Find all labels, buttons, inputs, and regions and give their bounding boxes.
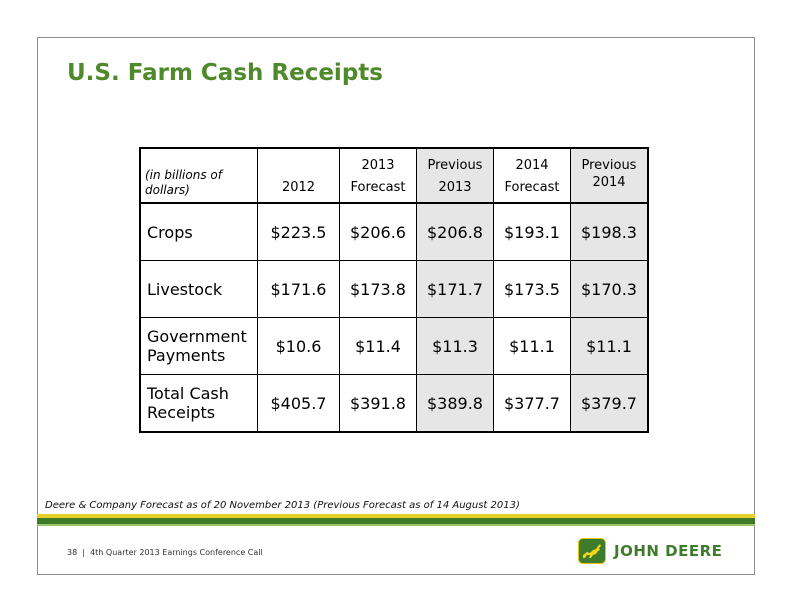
john-deere-logo: JOHN DEERE: [578, 537, 722, 565]
cell-2012: $171.6: [257, 260, 340, 318]
cash-receipts-table: (in billions of dollars) 2012 2013 Foreca…: [139, 147, 649, 433]
cell-previous-2013: $171.7: [416, 260, 494, 318]
row-label: Total Cash Receipts: [139, 374, 258, 433]
table-row-livestock: Livestock $171.6 $173.8 $171.7 $173.5 $1…: [139, 260, 649, 318]
cell-previous-2013: $206.8: [416, 202, 494, 261]
cell-2012: $405.7: [257, 374, 340, 433]
cell-previous-2013: $389.8: [416, 374, 494, 433]
cell-previous-2014: $11.1: [570, 317, 649, 375]
footer-caption: 4th Quarter 2013 Earnings Conference Cal…: [90, 548, 263, 557]
cell-2013-forecast: $173.8: [339, 260, 417, 318]
cell-2014-forecast: $173.5: [493, 260, 571, 318]
row-label: Government Payments: [139, 317, 258, 375]
footer-band-green: [37, 518, 755, 524]
header-previous-2014: Previous 2014: [570, 147, 649, 204]
header-2013-forecast: 2013 Forecast: [339, 147, 417, 204]
cell-previous-2014: $379.7: [570, 374, 649, 433]
cell-2014-forecast: $11.1: [493, 317, 571, 375]
footer-band-light: [37, 524, 755, 526]
cell-previous-2013: $11.3: [416, 317, 494, 375]
cell-2014-forecast: $377.7: [493, 374, 571, 433]
footer-separator: |: [82, 548, 85, 557]
table-header-row: (in billions of dollars) 2012 2013 Foreca…: [139, 147, 649, 204]
cell-previous-2014: $170.3: [570, 260, 649, 318]
cell-2013-forecast: $391.8: [339, 374, 417, 433]
table-row-crops: Crops $223.5 $206.6 $206.8 $193.1 $198.3: [139, 202, 649, 261]
logo-wordmark: JOHN DEERE: [614, 542, 723, 560]
cell-2013-forecast: $11.4: [339, 317, 417, 375]
header-2014-forecast: 2014 Forecast: [493, 147, 571, 204]
footer-band-yellow: [37, 514, 755, 518]
leaping-deer-icon: [578, 538, 606, 564]
unit-header: (in billions of dollars): [139, 147, 258, 204]
row-label: Livestock: [139, 260, 258, 318]
page-title: U.S. Farm Cash Receipts: [67, 60, 383, 86]
cell-2013-forecast: $206.6: [339, 202, 417, 261]
row-label: Crops: [139, 202, 258, 261]
cell-2012: $10.6: [257, 317, 340, 375]
cell-previous-2014: $198.3: [570, 202, 649, 261]
table-row-total-cash-receipts: Total Cash Receipts $405.7 $391.8 $389.8 …: [139, 374, 649, 433]
header-2012: 2012: [257, 147, 340, 204]
slide-footer: 38 | 4th Quarter 2013 Earnings Conferenc…: [67, 548, 263, 557]
header-previous-2013: Previous 2013: [416, 147, 494, 204]
table-row-government-payments: Government Payments $10.6 $11.4 $11.3 $11…: [139, 317, 649, 375]
cell-2012: $223.5: [257, 202, 340, 261]
cell-2014-forecast: $193.1: [493, 202, 571, 261]
forecast-footnote: Deere & Company Forecast as of 20 Novemb…: [45, 500, 520, 511]
page-number: 38: [67, 548, 78, 557]
